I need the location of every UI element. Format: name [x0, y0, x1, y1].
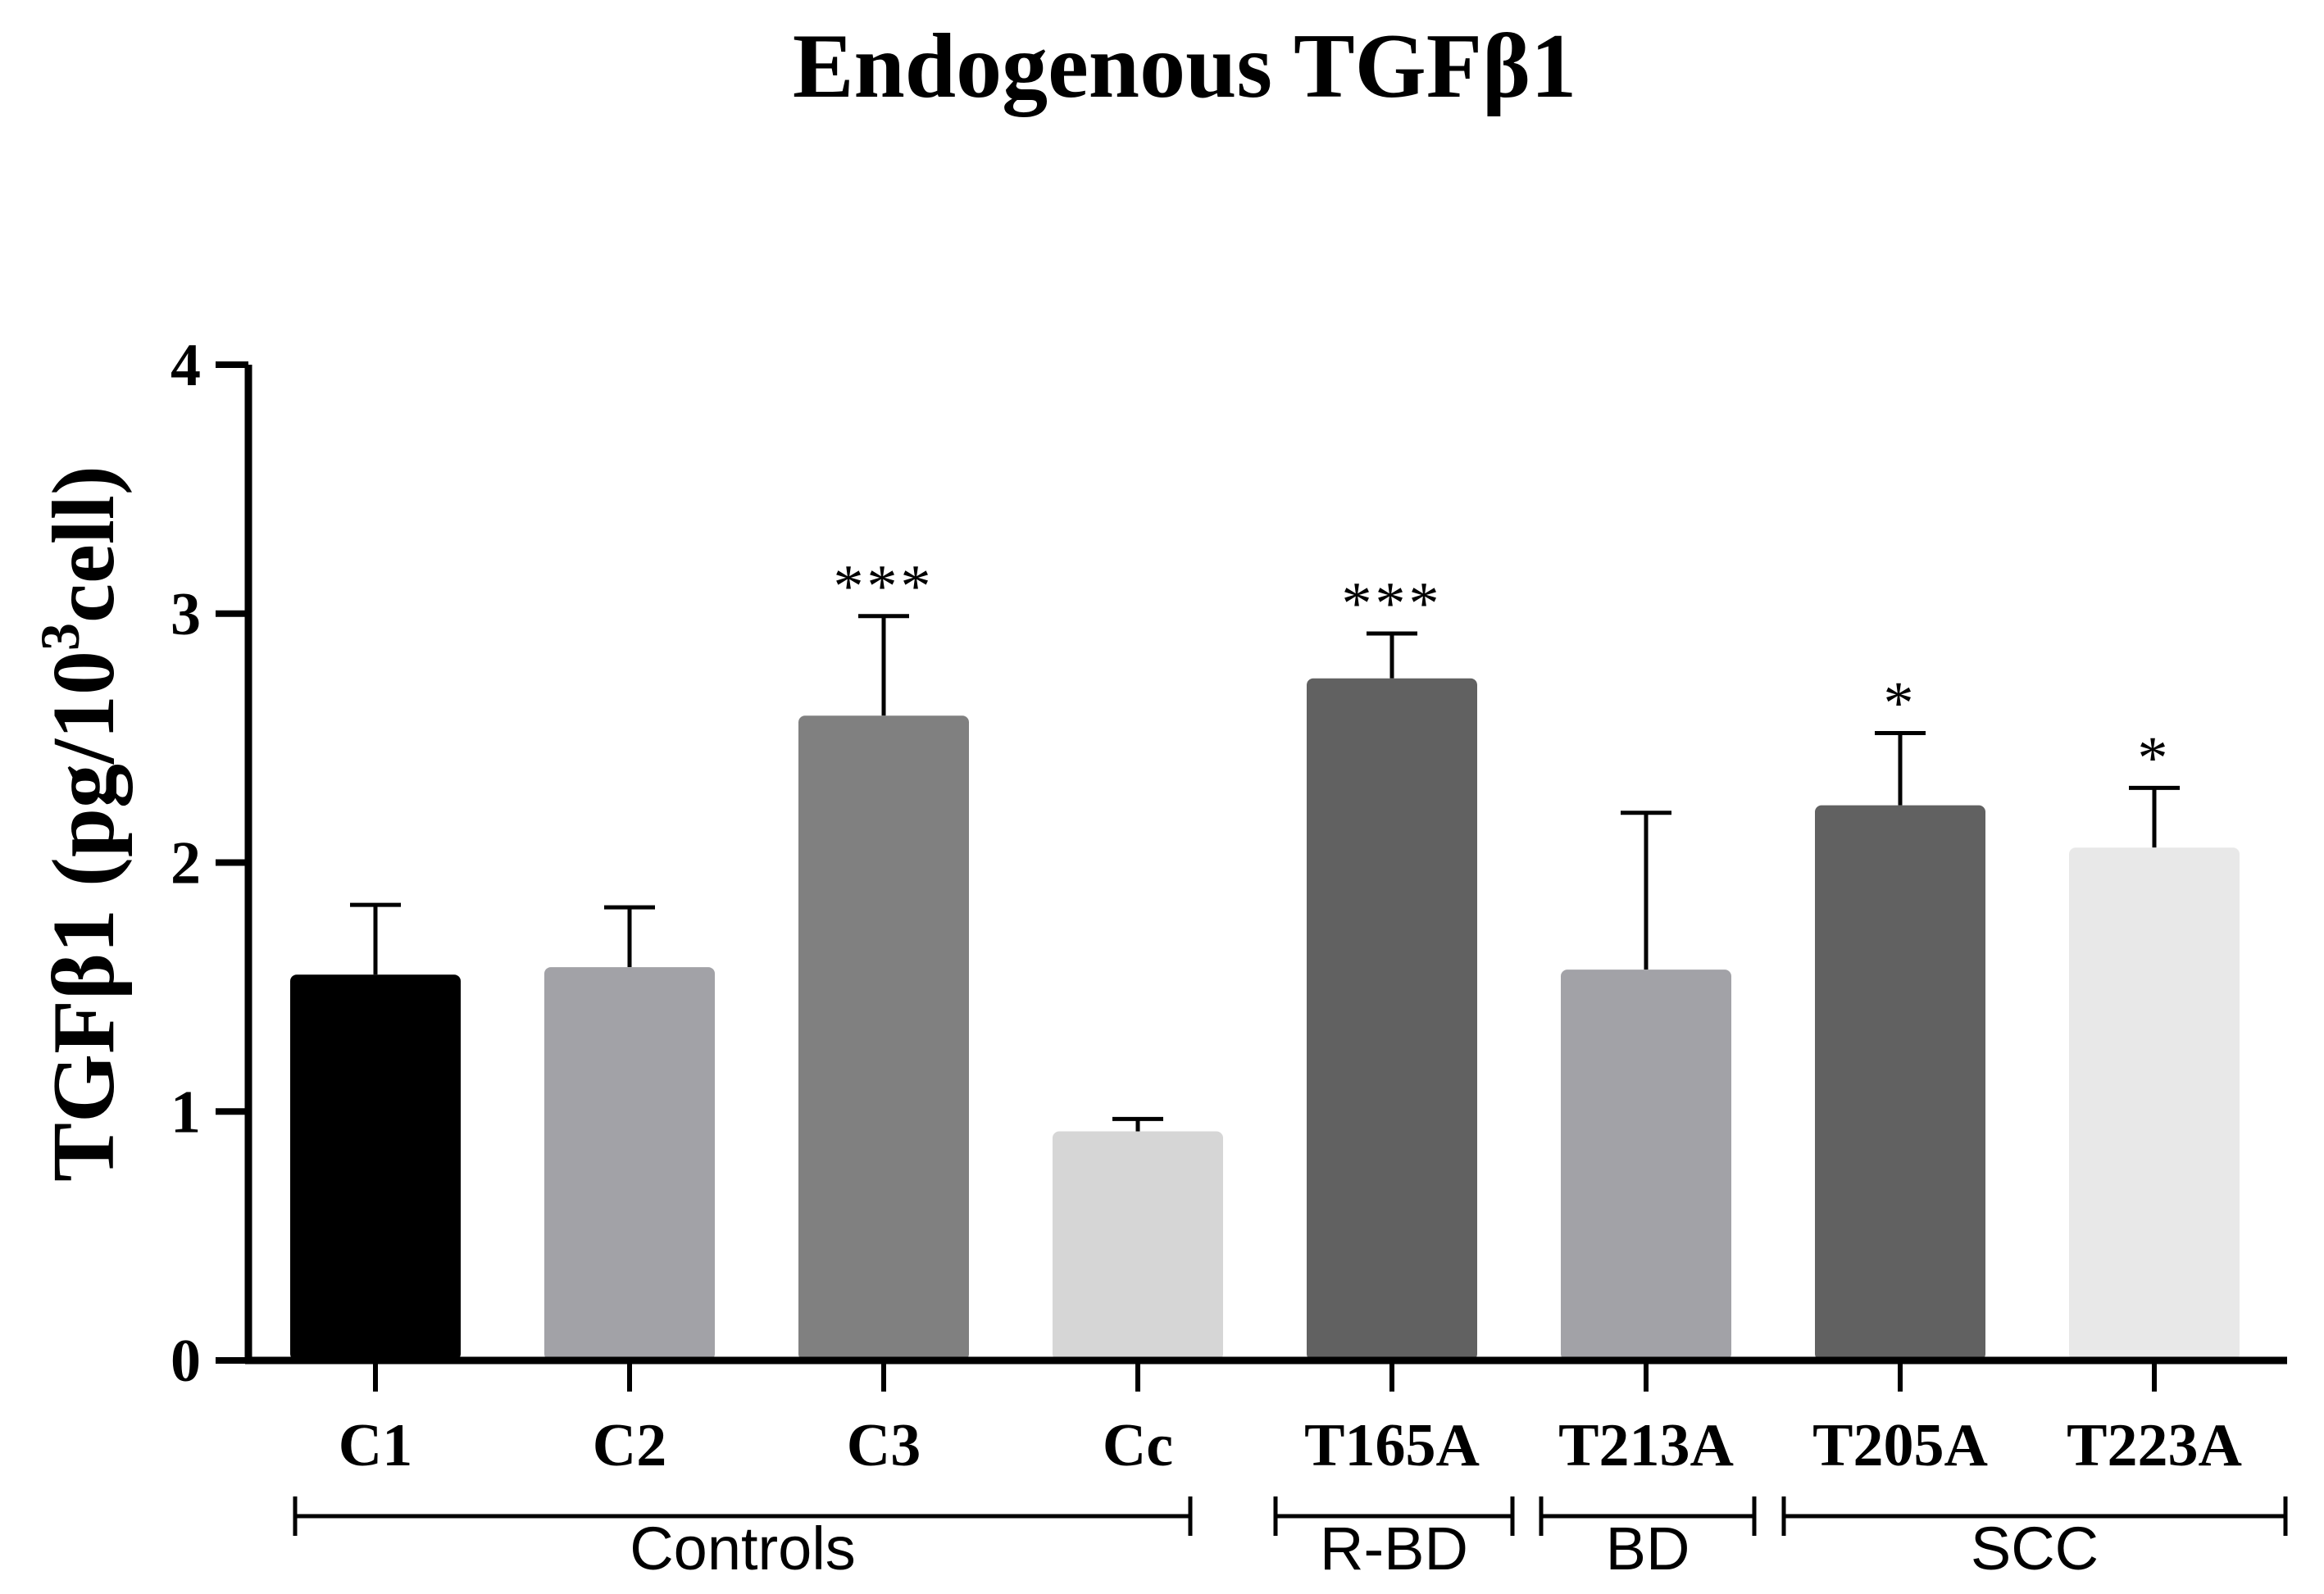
group-label: BD: [1606, 1515, 1690, 1583]
bar-t213a: [1561, 970, 1731, 1360]
y-tick-label: 4: [171, 332, 201, 399]
bar-t223a: [2069, 847, 2240, 1360]
significance-marker: ***: [834, 553, 935, 620]
significance-marker: *: [1884, 670, 1917, 738]
y-tick-label: 1: [171, 1079, 201, 1146]
bar-c2: [544, 967, 715, 1360]
y-axis-label-superscript: 3: [29, 623, 91, 651]
x-tick-label: C2: [593, 1412, 666, 1479]
bar-t165a: [1307, 678, 1477, 1360]
bar-t205a: [1815, 805, 1985, 1360]
bar-c3: [798, 715, 969, 1360]
significance-marker: ***: [1342, 570, 1443, 638]
x-tick-label: T213A: [1558, 1412, 1734, 1479]
group-label: SCC: [1971, 1515, 2099, 1583]
x-tick-label: T205A: [1812, 1412, 1988, 1479]
x-tick-label: Cc: [1103, 1412, 1173, 1479]
x-tick-label: C1: [339, 1412, 412, 1479]
x-tick-label: T165A: [1304, 1412, 1480, 1479]
bar-c1: [290, 974, 461, 1360]
x-tick-label: T223A: [2067, 1412, 2242, 1479]
chart-title: Endogenous TGFβ1: [793, 16, 1576, 117]
y-tick-label: 3: [171, 581, 201, 648]
y-tick-label: 2: [171, 830, 201, 897]
group-label: R-BD: [1320, 1515, 1468, 1583]
group-label: Controls: [630, 1515, 856, 1583]
y-axis-label-tail: cell): [35, 465, 133, 623]
y-axis-label-main: TGFβ1 (pg/10: [35, 651, 133, 1182]
bar-cc: [1053, 1131, 1223, 1360]
y-tick-label: 0: [171, 1328, 201, 1395]
significance-marker: *: [2138, 724, 2172, 792]
y-axis-label: TGFβ1 (pg/103cell): [29, 465, 133, 1182]
x-tick-label: C3: [847, 1412, 921, 1479]
